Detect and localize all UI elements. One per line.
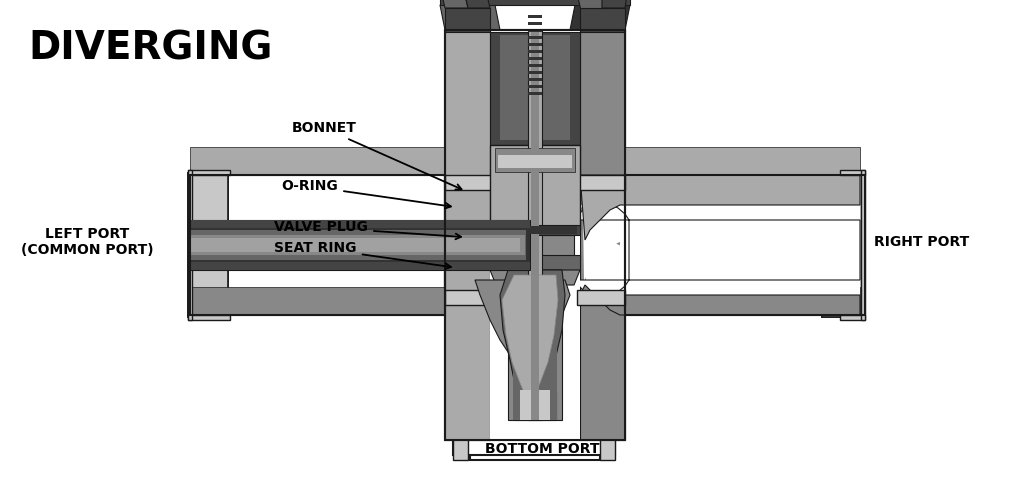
Bar [822,173,862,317]
Polygon shape [440,0,630,5]
Bar [528,57,542,60]
Polygon shape [190,230,526,260]
Polygon shape [502,275,558,398]
Polygon shape [577,0,602,8]
Polygon shape [496,235,574,260]
Bar [470,420,600,460]
Polygon shape [440,5,500,30]
Bar [620,287,860,315]
Bar [513,280,557,420]
Polygon shape [580,175,860,240]
Text: RIGHT PORT: RIGHT PORT [873,235,970,249]
Bar [528,22,542,25]
Bar [531,30,539,420]
Polygon shape [580,30,625,440]
Bar [453,435,468,460]
Bar [490,30,580,440]
Bar [445,30,625,440]
Polygon shape [190,262,530,270]
Text: SEAT RING: SEAT RING [274,241,451,269]
Text: BONNET: BONNET [292,121,462,190]
Polygon shape [580,205,860,295]
Text: O-RING: O-RING [282,180,451,209]
Text: LEFT PORT
(COMMON PORT): LEFT PORT (COMMON PORT) [20,227,154,257]
Polygon shape [190,235,525,255]
Bar [528,78,542,81]
Polygon shape [490,225,580,235]
Polygon shape [188,170,230,175]
Polygon shape [475,280,570,395]
Text: DIVERGING: DIVERGING [28,30,272,68]
Bar [453,440,615,455]
Polygon shape [840,170,865,175]
Bar [528,85,542,88]
Polygon shape [602,0,627,8]
Polygon shape [580,8,625,32]
Polygon shape [493,226,577,234]
Polygon shape [840,315,865,320]
Bar [577,290,625,305]
Polygon shape [490,270,580,420]
Bar [190,287,445,315]
Bar [528,71,542,74]
Polygon shape [498,155,572,168]
Bar [528,30,542,420]
Text: BOTTOM PORT: BOTTOM PORT [485,442,600,456]
Polygon shape [490,255,580,270]
Bar [620,175,860,315]
Polygon shape [575,203,860,297]
Bar [620,205,860,295]
Bar [528,43,542,46]
Bar [190,147,445,175]
Polygon shape [188,170,193,320]
Bar [528,36,542,39]
Polygon shape [861,170,865,320]
Polygon shape [190,238,520,252]
Bar [577,175,625,190]
Polygon shape [490,32,580,145]
Polygon shape [465,0,490,8]
Bar [514,390,556,420]
Polygon shape [490,270,580,285]
Bar [508,280,562,420]
Polygon shape [495,148,575,172]
Bar [528,29,542,32]
Polygon shape [445,8,490,32]
Polygon shape [500,35,570,140]
Bar [188,173,228,317]
Polygon shape [500,270,565,405]
Bar [445,290,493,305]
Bar [188,173,228,317]
Bar [445,175,493,190]
Bar [528,64,542,67]
Polygon shape [442,0,468,8]
Bar [528,15,542,18]
Bar [520,390,550,420]
Text: VALVE PLUG: VALVE PLUG [274,221,461,239]
Bar [190,175,445,315]
Bar [620,147,860,175]
Polygon shape [190,220,530,270]
Polygon shape [490,145,580,230]
Bar [528,50,542,53]
Polygon shape [570,5,630,30]
Polygon shape [188,315,230,320]
Polygon shape [190,220,530,228]
Bar [600,435,615,460]
Polygon shape [580,285,860,315]
Bar [528,92,542,95]
Bar [822,173,862,317]
Polygon shape [445,30,490,440]
